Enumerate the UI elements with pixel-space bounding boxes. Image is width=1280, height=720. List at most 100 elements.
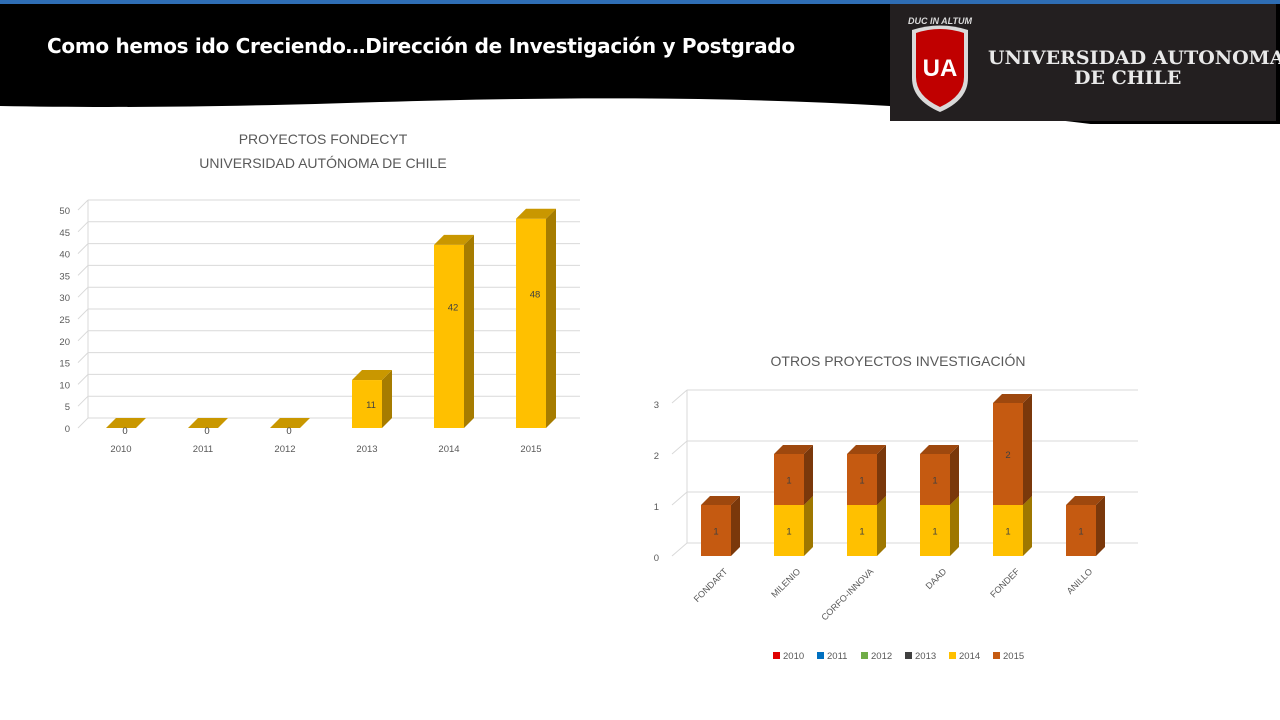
chart1-gridline-depth — [77, 243, 89, 254]
chart2-bar-segment — [993, 394, 1032, 505]
chart1-gridline-depth — [77, 395, 89, 407]
chart2-data-label: 1 — [713, 527, 718, 538]
chart2-legend-item: 2015 — [993, 651, 1024, 662]
chart2-data-label: 1 — [786, 527, 791, 538]
chart2-ytick-label: 3 — [654, 400, 659, 411]
slide-title: Como hemos ido Creciendo…Dirección de In… — [47, 34, 795, 58]
chart1-gridline-depth — [77, 199, 89, 211]
chart2-legend-swatch — [905, 652, 912, 659]
chart2-legend-swatch — [949, 652, 956, 659]
chart2-gridline-depth — [671, 389, 688, 404]
chart2-data-label: 1 — [1005, 527, 1010, 538]
chart1-gridline-depth — [77, 417, 89, 429]
chart1-gridline-depth — [77, 308, 89, 320]
chart2-xtick-label: ANILLO — [1065, 566, 1095, 596]
chart2-data-label: 1 — [1078, 527, 1083, 538]
chart1-data-label: 42 — [448, 302, 459, 313]
chart2-bar-segment — [1066, 496, 1105, 556]
chart2-data-label: 1 — [932, 527, 937, 538]
chart1-data-label: 0 — [286, 426, 291, 437]
chart2-legend-item: 2010 — [773, 651, 804, 662]
chart2-bar-segment — [774, 496, 813, 556]
chart2-legend-swatch — [817, 652, 824, 659]
chart2-bar-segment — [774, 445, 813, 505]
chart2-legend-label: 2013 — [915, 651, 936, 662]
chart1-ytick-label: 50 — [59, 206, 70, 217]
chart1-ytick-label: 25 — [59, 315, 70, 326]
chart1-ytick-label: 15 — [59, 359, 70, 370]
chart2-data-label: 1 — [932, 476, 937, 487]
chart1-ytick-label: 35 — [59, 271, 70, 282]
chart2-legend-label: 2015 — [1003, 651, 1024, 662]
chart2-xtick-label: FONDEF — [988, 566, 1022, 600]
chart2-bar-segment — [920, 496, 959, 556]
chart1-bar — [434, 234, 474, 428]
chart1-gridline-depth — [77, 286, 89, 298]
chart1-ytick-label: 40 — [59, 250, 70, 261]
chart1-bar — [352, 370, 392, 428]
chart2-legend-item: 2013 — [905, 651, 936, 662]
chart2-bar-segment — [847, 496, 886, 556]
chart1-xtick-label: 2011 — [193, 444, 213, 455]
chart1-title: PROYECTOS FONDECYT — [239, 131, 408, 147]
chart2-data-label: 1 — [859, 476, 864, 487]
chart2-xtick-label: FONDART — [692, 566, 730, 604]
chart1-xtick-label: 2013 — [356, 444, 377, 455]
chart2-legend-item: 2011 — [817, 651, 847, 662]
chart2-data-label: 1 — [859, 527, 864, 538]
chart1-xtick-label: 2010 — [110, 444, 131, 455]
chart2-xtick-label: MILENIO — [769, 566, 802, 599]
chart1-bar — [270, 418, 310, 428]
logo-motto: DUC IN ALTUM — [908, 16, 972, 26]
chart1-ytick-label: 20 — [59, 337, 70, 348]
chart1-xtick-label: 2012 — [274, 444, 295, 455]
chart2-data-label: 2 — [1005, 450, 1010, 461]
chart2-ytick-label: 1 — [654, 502, 659, 513]
chart1-gridline-depth — [77, 352, 89, 363]
chart1-data-label: 0 — [122, 426, 127, 437]
chart2-gridline-depth — [671, 440, 688, 455]
chart2-xtick-label: DAAD — [924, 566, 949, 591]
chart2-bar-segment — [701, 496, 740, 556]
chart2-ytick-label: 2 — [654, 451, 659, 462]
chart1-bar — [188, 418, 228, 428]
chart1-data-label: 11 — [366, 400, 376, 411]
chart1-gridline-depth — [77, 374, 89, 385]
chart2-bar-segment — [993, 496, 1032, 556]
chart1-subtitle: UNIVERSIDAD AUTÓNOMA DE CHILE — [199, 155, 446, 171]
chart1-xtick-label: 2015 — [520, 444, 541, 455]
top-accent-line — [0, 0, 1280, 4]
chart2-title: OTROS PROYECTOS INVESTIGACIÓN — [771, 353, 1026, 369]
chart1-gridline-depth — [77, 221, 89, 233]
logo-wordmark: UNIVERSIDAD AUTONOMA DE CHILE — [988, 48, 1280, 88]
logo-name-line2: DE CHILE — [1074, 67, 1182, 89]
chart2-data-label: 1 — [786, 476, 791, 487]
chart2-legend-item: 2014 — [949, 651, 980, 662]
chart1-ytick-label: 10 — [59, 380, 70, 391]
chart1-data-label: 0 — [204, 426, 209, 437]
logo-name-line1: UNIVERSIDAD AUTONOMA — [988, 47, 1280, 69]
chart1-ytick-label: 45 — [59, 228, 70, 239]
chart1-bar — [516, 208, 556, 428]
chart2-legend-label: 2011 — [827, 651, 847, 662]
shield-logo-icon: UA DUC IN ALTUM — [908, 16, 972, 112]
chart1-ytick-label: 30 — [59, 293, 70, 304]
chart2-legend-swatch — [861, 652, 868, 659]
chart1-bar — [106, 418, 146, 428]
chart2-legend-label: 2010 — [783, 651, 804, 662]
chart2-legend-label: 2014 — [959, 651, 980, 662]
chart1-ytick-label: 5 — [65, 402, 70, 413]
chart2-legend-item: 2012 — [861, 651, 892, 662]
chart1-gridline-depth — [77, 330, 89, 342]
chart1-gridline-depth — [77, 265, 89, 276]
chart2-ytick-label: 0 — [654, 553, 659, 564]
chart2-legend-swatch — [993, 652, 1000, 659]
chart2-gridline-depth — [671, 542, 688, 557]
chart2-bar-segment — [920, 445, 959, 505]
chart1-ytick-label: 0 — [65, 424, 70, 435]
chart2-bar-segment — [847, 445, 886, 505]
chart2-legend-swatch — [773, 652, 780, 659]
chart2-gridline-depth — [671, 491, 688, 506]
university-logo: UA DUC IN ALTUM UNIVERSIDAD AUTONOMA DE … — [890, 4, 1280, 121]
shield-text: UA — [923, 55, 958, 82]
